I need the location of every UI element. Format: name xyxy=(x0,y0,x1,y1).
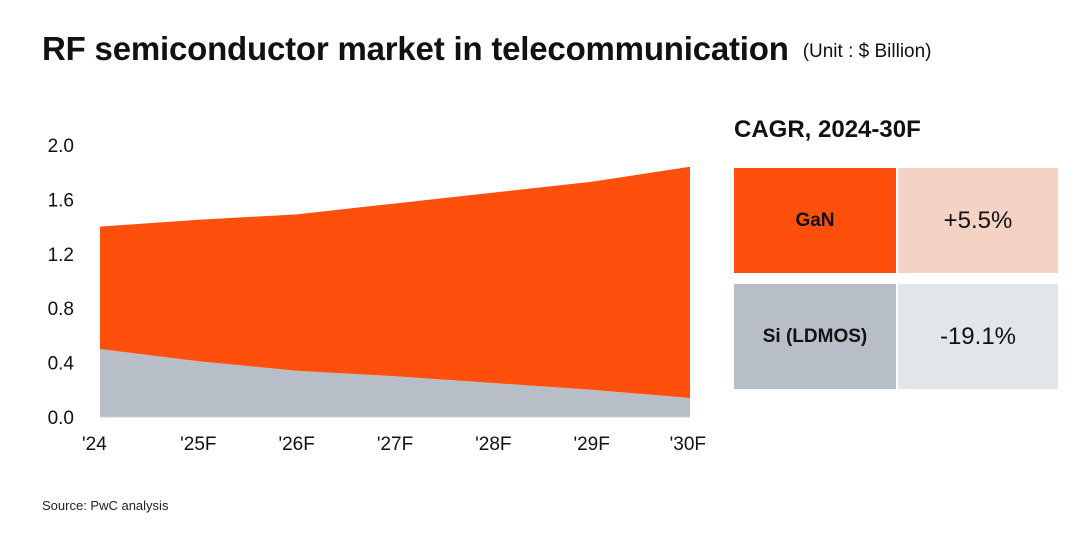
cagr-table: GaN +5.5% Si (LDMOS) -19.1% xyxy=(734,168,1058,400)
source-note: Source: PwC analysis xyxy=(42,498,169,513)
cagr-value-gan: +5.5% xyxy=(898,168,1058,273)
x-tick-label: '30F xyxy=(670,434,706,455)
series-area-si-ldmos xyxy=(100,349,690,417)
x-tick-label: '29F xyxy=(573,434,609,455)
area-chart: 0.0 0.4 0.8 1.2 1.6 2.0 '24 '25F '26F '27F '28F '29… xyxy=(48,136,706,455)
y-tick-label: 0.4 xyxy=(48,354,75,375)
series-area-gan xyxy=(100,166,690,398)
chart-title: RF semiconductor market in telecommunica… xyxy=(42,30,789,67)
chart-header: RF semiconductor market in telecommunica… xyxy=(42,30,932,68)
y-tick-label: 0.0 xyxy=(48,408,74,429)
cagr-row-si: Si (LDMOS) -19.1% xyxy=(734,284,1058,389)
x-tick-label: '28F xyxy=(475,434,511,455)
x-tick-label: '27F xyxy=(377,434,413,455)
x-tick-label: '26F xyxy=(278,434,314,455)
cagr-value-si: -19.1% xyxy=(898,284,1058,389)
cagr-label-si: Si (LDMOS) xyxy=(734,284,896,389)
unit-label: (Unit : $ Billion) xyxy=(802,41,932,62)
cagr-title: CAGR, 2024-30F xyxy=(734,116,921,143)
y-tick-label: 0.8 xyxy=(48,299,74,320)
cagr-label-gan: GaN xyxy=(734,168,896,273)
x-tick-label: '24 xyxy=(82,434,107,455)
x-tick-label: '25F xyxy=(180,434,216,455)
y-tick-label: 2.0 xyxy=(48,136,74,157)
y-tick-label: 1.6 xyxy=(48,190,74,211)
cagr-row-gan: GaN +5.5% xyxy=(734,168,1058,273)
y-tick-label: 1.2 xyxy=(48,245,74,266)
